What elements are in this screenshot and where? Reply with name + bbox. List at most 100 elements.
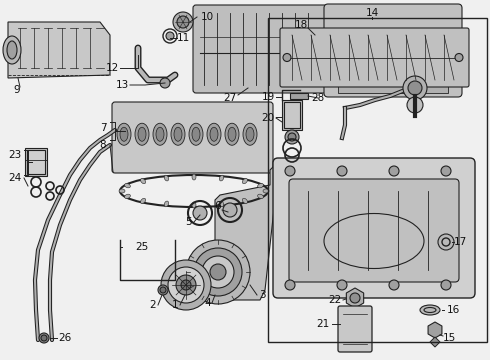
Text: 17: 17: [453, 237, 466, 247]
Text: 8: 8: [99, 140, 106, 150]
Ellipse shape: [135, 123, 149, 145]
Text: 20: 20: [262, 113, 274, 123]
Ellipse shape: [243, 198, 247, 203]
Text: 24: 24: [8, 173, 22, 183]
Text: 2: 2: [149, 300, 156, 310]
Circle shape: [288, 133, 296, 141]
Bar: [25, 148, 47, 176]
FancyBboxPatch shape: [289, 179, 459, 282]
Ellipse shape: [156, 127, 164, 141]
Circle shape: [193, 206, 207, 220]
FancyBboxPatch shape: [273, 158, 475, 298]
Circle shape: [181, 280, 191, 290]
Text: 26: 26: [58, 333, 72, 343]
Ellipse shape: [164, 175, 169, 181]
FancyBboxPatch shape: [193, 5, 327, 93]
Text: 6: 6: [215, 201, 221, 211]
Ellipse shape: [243, 123, 257, 145]
Text: 19: 19: [261, 92, 274, 102]
Circle shape: [166, 32, 174, 40]
Circle shape: [337, 280, 347, 290]
Circle shape: [441, 166, 451, 176]
Ellipse shape: [210, 127, 218, 141]
Ellipse shape: [174, 127, 182, 141]
Circle shape: [158, 285, 168, 295]
Ellipse shape: [124, 184, 130, 188]
Text: 7: 7: [99, 123, 106, 133]
Circle shape: [177, 16, 189, 28]
Bar: [282, 100, 302, 130]
FancyBboxPatch shape: [280, 28, 469, 87]
Ellipse shape: [119, 189, 125, 193]
Text: 11: 11: [176, 33, 190, 43]
Circle shape: [176, 275, 196, 295]
Circle shape: [160, 78, 170, 88]
Circle shape: [168, 267, 204, 303]
Ellipse shape: [207, 123, 221, 145]
Ellipse shape: [258, 194, 264, 198]
Circle shape: [161, 260, 211, 310]
Ellipse shape: [138, 127, 146, 141]
Ellipse shape: [164, 201, 169, 207]
Circle shape: [408, 81, 422, 95]
Bar: [338, 78, 448, 93]
Text: 3: 3: [259, 290, 265, 300]
Polygon shape: [8, 22, 110, 78]
Ellipse shape: [171, 123, 185, 145]
Text: 10: 10: [200, 12, 214, 22]
Text: 22: 22: [328, 295, 342, 305]
Ellipse shape: [220, 175, 224, 181]
Text: 5: 5: [185, 217, 191, 227]
Bar: [284, 102, 300, 128]
Ellipse shape: [246, 127, 254, 141]
Ellipse shape: [420, 305, 440, 315]
Circle shape: [283, 54, 291, 62]
Circle shape: [285, 280, 295, 290]
Circle shape: [223, 203, 237, 217]
Ellipse shape: [192, 174, 196, 180]
Ellipse shape: [189, 123, 203, 145]
Ellipse shape: [141, 198, 146, 203]
Text: 28: 28: [311, 93, 324, 103]
Ellipse shape: [258, 184, 264, 188]
Ellipse shape: [220, 201, 224, 207]
FancyBboxPatch shape: [324, 4, 462, 97]
Polygon shape: [215, 165, 275, 300]
Circle shape: [389, 280, 399, 290]
Bar: [27, 150, 45, 174]
Circle shape: [407, 97, 423, 113]
Circle shape: [389, 166, 399, 176]
Text: 1: 1: [172, 300, 178, 310]
Text: 16: 16: [446, 305, 460, 315]
Ellipse shape: [153, 123, 167, 145]
Circle shape: [41, 335, 47, 341]
Text: 15: 15: [442, 333, 456, 343]
Circle shape: [285, 130, 299, 144]
FancyBboxPatch shape: [338, 306, 372, 352]
Bar: [290, 93, 308, 99]
Text: 25: 25: [135, 242, 148, 252]
Circle shape: [285, 166, 295, 176]
Circle shape: [194, 248, 242, 296]
Ellipse shape: [120, 127, 128, 141]
Text: 21: 21: [317, 319, 330, 329]
Ellipse shape: [263, 189, 269, 193]
Circle shape: [173, 12, 193, 32]
Ellipse shape: [7, 41, 17, 59]
Text: 23: 23: [8, 150, 22, 160]
Circle shape: [403, 76, 427, 100]
Circle shape: [210, 264, 226, 280]
Ellipse shape: [124, 194, 130, 198]
Circle shape: [160, 287, 166, 293]
Text: 27: 27: [223, 93, 237, 103]
Circle shape: [202, 256, 234, 288]
Circle shape: [438, 234, 454, 250]
Circle shape: [337, 166, 347, 176]
Ellipse shape: [192, 127, 200, 141]
Ellipse shape: [192, 202, 196, 208]
Ellipse shape: [228, 127, 236, 141]
FancyBboxPatch shape: [112, 102, 273, 173]
Circle shape: [39, 333, 49, 343]
Text: 13: 13: [115, 80, 129, 90]
Ellipse shape: [141, 179, 146, 184]
